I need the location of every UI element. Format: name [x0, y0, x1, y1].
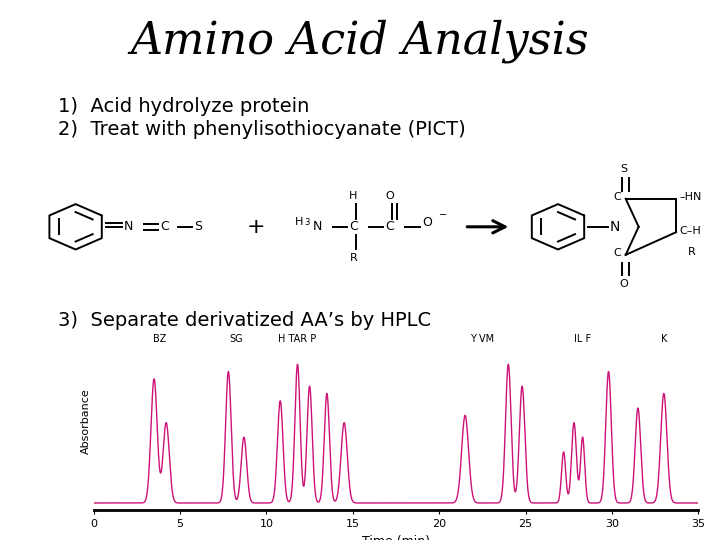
Text: C: C: [613, 192, 621, 202]
Text: N: N: [124, 220, 133, 233]
Text: IL F: IL F: [574, 334, 591, 344]
Text: O: O: [385, 191, 394, 201]
Text: C: C: [349, 220, 358, 233]
Text: SG: SG: [230, 334, 243, 344]
Text: −: −: [439, 210, 447, 220]
Text: S: S: [621, 164, 628, 174]
Text: 3)  Separate derivatized AA’s by HPLC: 3) Separate derivatized AA’s by HPLC: [58, 310, 431, 329]
Text: Y VM: Y VM: [470, 334, 495, 344]
Text: +: +: [246, 217, 265, 237]
Text: H: H: [295, 217, 304, 227]
Text: H TAR P: H TAR P: [279, 334, 317, 344]
Text: N: N: [312, 220, 322, 233]
Text: C: C: [385, 220, 394, 233]
Text: O: O: [422, 216, 432, 229]
Text: BZ: BZ: [153, 334, 167, 344]
Text: K: K: [661, 334, 667, 344]
Text: 3: 3: [304, 218, 309, 227]
Text: –HN: –HN: [679, 192, 701, 202]
Text: 2)  Treat with phenylisothiocyanate (PICT): 2) Treat with phenylisothiocyanate (PICT…: [58, 120, 465, 139]
Text: 1)  Acid hydrolyze protein: 1) Acid hydrolyze protein: [58, 97, 309, 116]
Text: Amino Acid Analysis: Amino Acid Analysis: [131, 19, 589, 63]
Text: O: O: [620, 279, 629, 289]
Text: R: R: [350, 253, 357, 263]
Text: N: N: [610, 220, 620, 234]
Text: S: S: [194, 220, 202, 233]
Y-axis label: Absorbance: Absorbance: [81, 388, 91, 454]
Text: H: H: [349, 191, 358, 201]
Text: C: C: [613, 248, 621, 258]
X-axis label: Time (min): Time (min): [362, 535, 430, 540]
Text: C–H: C–H: [679, 226, 701, 235]
Text: C: C: [161, 220, 169, 233]
Text: R: R: [688, 247, 696, 258]
